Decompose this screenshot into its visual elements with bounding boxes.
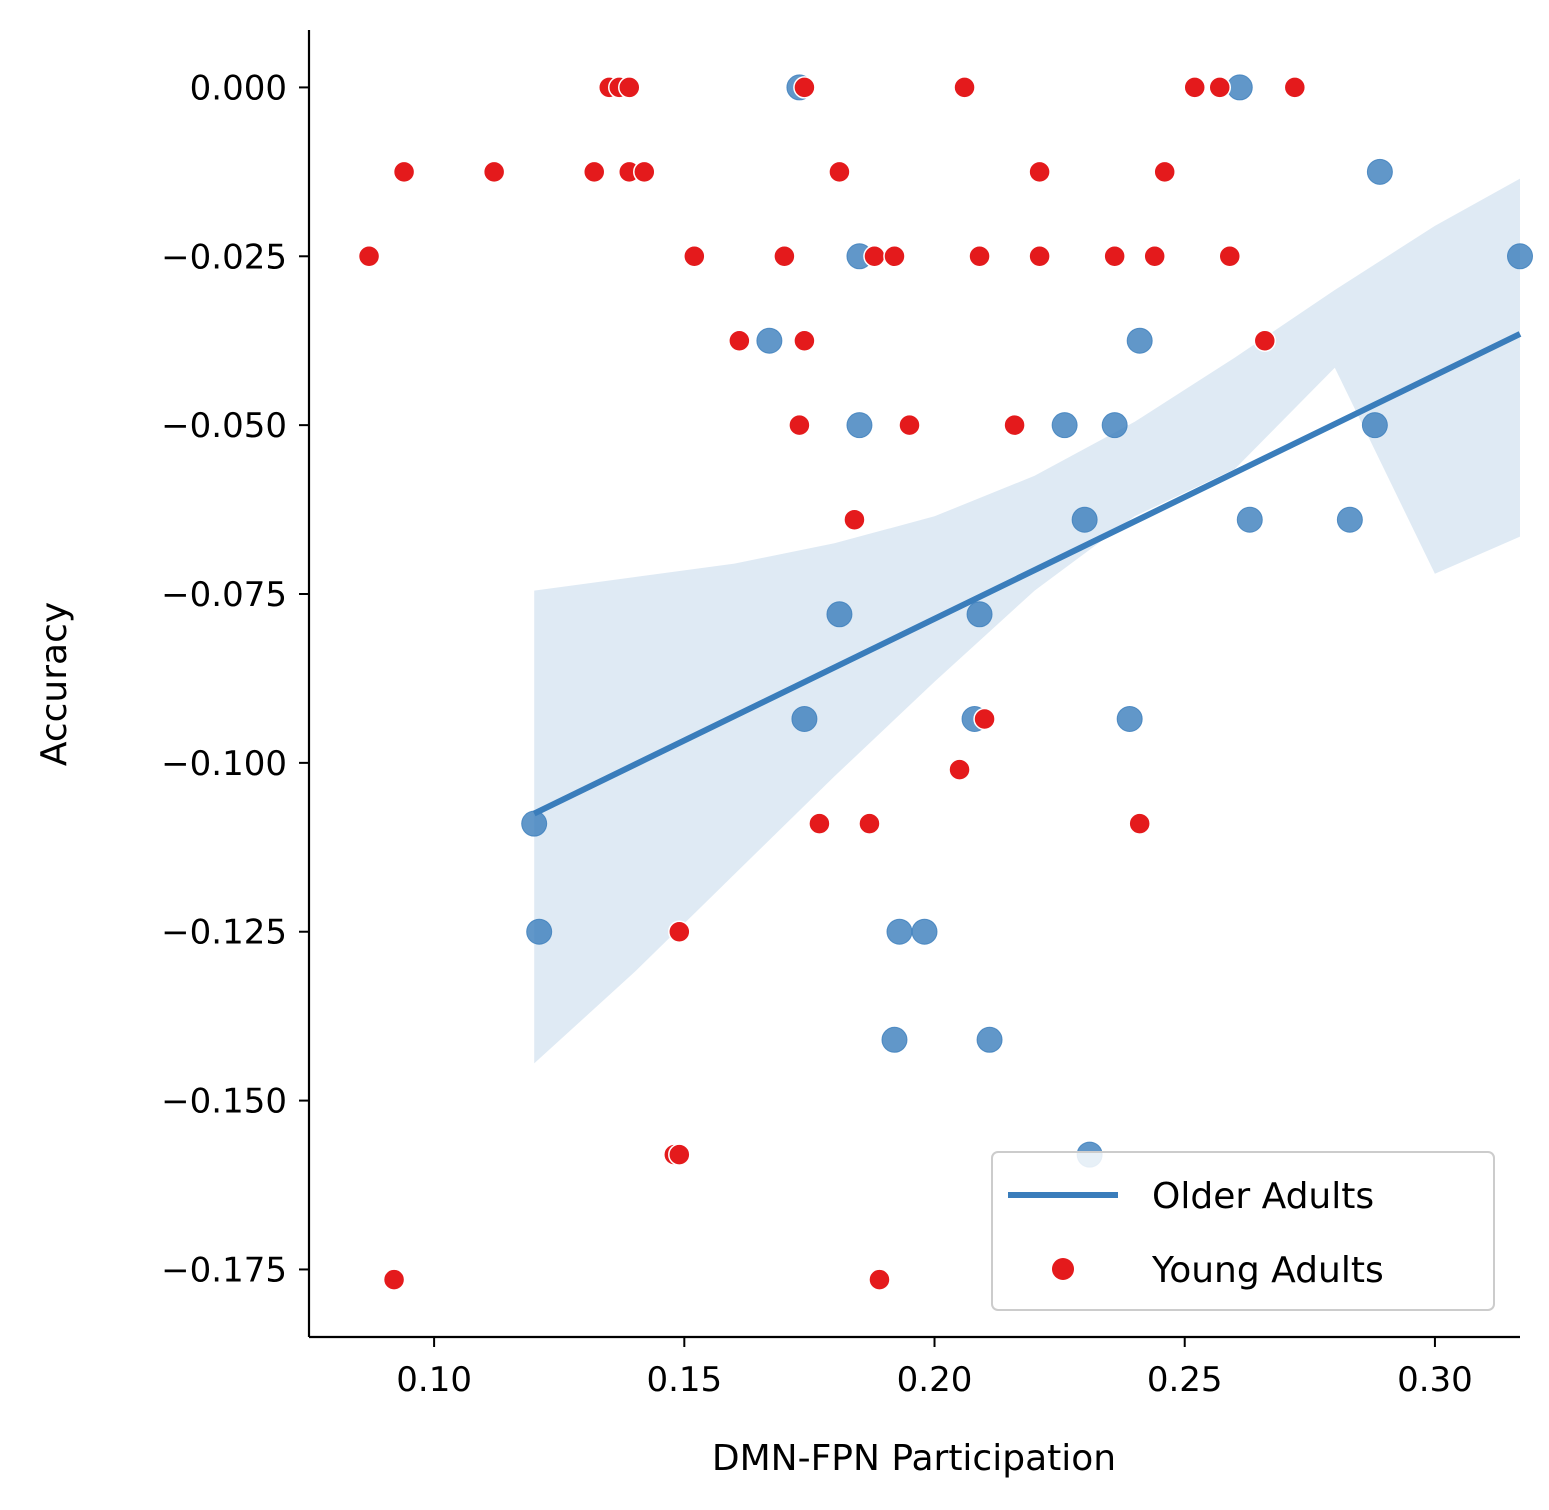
older-adults-point: [976, 1026, 1003, 1053]
older-adults-point: [1101, 412, 1128, 439]
y-tick-label: −0.075: [161, 575, 287, 615]
x-axis-title: DMN-FPN Participation: [712, 1438, 1116, 1479]
young-adults-point: [1003, 413, 1026, 437]
older-adults-point: [966, 601, 993, 628]
older-adults-point: [521, 810, 548, 837]
young-adults-point: [883, 245, 906, 268]
y-tick-label: −0.175: [161, 1250, 287, 1290]
plot-area: [357, 74, 1533, 1291]
older-adults-point: [886, 918, 913, 945]
x-tick-label: 0.20: [897, 1360, 973, 1400]
young-adults-point: [1103, 245, 1126, 268]
young-adults-point: [1253, 329, 1277, 352]
older-adults-point: [1507, 243, 1533, 270]
older-adults-point: [526, 918, 553, 945]
older-adults-point: [791, 705, 818, 732]
older-adults-points: [521, 74, 1533, 1168]
x-tick-label: 0.10: [396, 1360, 472, 1400]
young-adults-point: [948, 758, 971, 781]
older-adults-point: [881, 1026, 908, 1053]
young-adults-point: [582, 160, 606, 184]
y-axis-title: Accuracy: [34, 602, 75, 766]
older-adults-point: [1361, 412, 1388, 439]
young-adults-point: [357, 245, 381, 268]
young-adults-point: [863, 245, 886, 268]
x-tick-label: 0.15: [646, 1360, 722, 1400]
young-adults-point: [728, 329, 751, 352]
older-adults-confidence-band: [534, 178, 1520, 1064]
x-tick-label: 0.30: [1397, 1360, 1473, 1400]
older-adults-point: [846, 412, 873, 439]
older-adults-point: [1126, 327, 1153, 354]
young-adults-point: [828, 160, 851, 184]
young-adults-point: [683, 245, 706, 268]
young-adults-point: [1143, 245, 1166, 268]
y-axis-ticks: 0.000 −0.025 −0.050 −0.075 −0.100 −0.125 −0.15…: [161, 68, 309, 1290]
older-adults-point: [1116, 705, 1143, 732]
y-tick-label: −0.150: [161, 1082, 287, 1122]
young-adults-point: [843, 508, 866, 531]
x-axis-ticks: 0.10 0.15 0.20 0.25 0.30: [396, 1337, 1473, 1400]
legend: Older Adults Young Adults: [991, 1151, 1495, 1311]
young-adults-point: [1283, 76, 1307, 99]
older-adults-point: [1071, 506, 1098, 533]
older-adults-point: [756, 327, 783, 354]
young-adults-point: [773, 245, 796, 268]
y-tick-label: −0.050: [161, 406, 287, 446]
young-adults-point: [1218, 245, 1242, 268]
young-adults-points: [357, 76, 1307, 1291]
young-adults-point: [668, 1143, 691, 1166]
y-tick-label: −0.100: [161, 744, 287, 784]
young-adults-point: [668, 920, 691, 943]
legend-label-older-adults: Older Adults: [1152, 1176, 1374, 1217]
older-adults-point: [1226, 74, 1253, 101]
older-adults-point: [826, 601, 853, 628]
young-adults-point: [1183, 76, 1206, 99]
young-adults-point: [788, 413, 811, 437]
legend-young-adults-dot-icon: [1052, 1258, 1074, 1280]
young-adults-point: [633, 160, 656, 184]
young-adults-point: [898, 413, 921, 437]
young-adults-point: [1028, 160, 1051, 184]
young-adults-point: [392, 160, 416, 184]
young-adults-point: [968, 245, 991, 268]
y-tick-label: 0.000: [190, 68, 287, 108]
legend-label-young-adults: Young Adults: [1151, 1250, 1384, 1291]
older-adults-regression-line: [532, 331, 1522, 817]
young-adults-point: [482, 160, 506, 184]
older-adults-point: [1051, 412, 1078, 439]
older-adults-point: [1336, 506, 1363, 533]
older-adults-point: [1366, 158, 1393, 185]
young-adults-point: [1153, 160, 1176, 184]
young-adults-point: [953, 76, 976, 99]
young-adults-point: [382, 1268, 406, 1291]
young-adults-point: [618, 76, 641, 99]
young-adults-point: [793, 76, 816, 99]
young-adults-point: [1208, 76, 1232, 99]
x-tick-label: 0.25: [1147, 1360, 1223, 1400]
young-adults-point: [868, 1268, 891, 1291]
young-adults-point: [1128, 812, 1151, 835]
young-adults-point: [793, 329, 816, 352]
young-adults-point: [808, 812, 831, 835]
young-adults-point: [858, 812, 881, 835]
older-adults-point: [1236, 506, 1263, 533]
y-tick-label: −0.025: [161, 237, 287, 277]
older-adults-point: [911, 918, 938, 945]
young-adults-point: [973, 707, 996, 731]
legend-frame: [991, 1151, 1495, 1311]
young-adults-point: [1028, 245, 1051, 268]
y-tick-label: −0.125: [161, 913, 287, 953]
